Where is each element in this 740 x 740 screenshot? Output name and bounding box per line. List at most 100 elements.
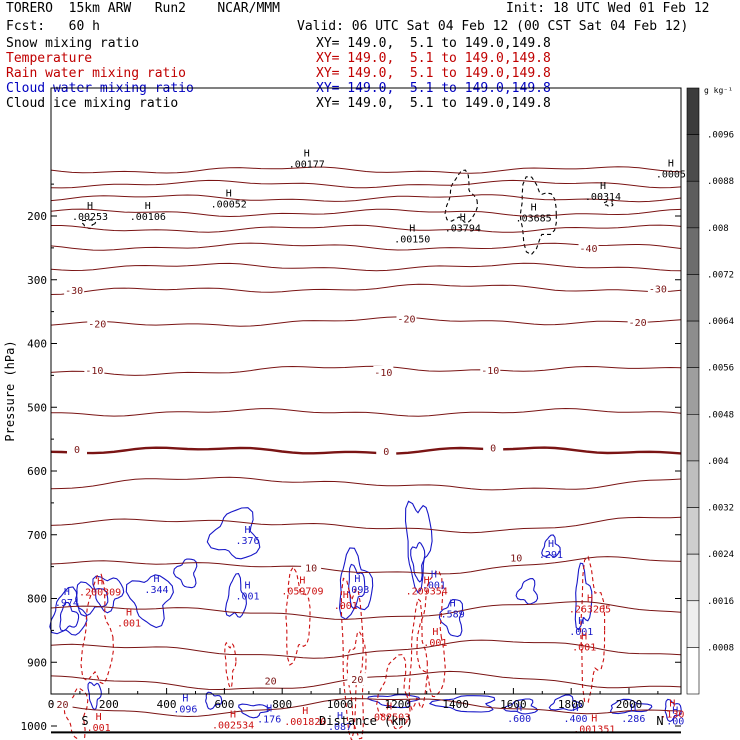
temperature-label: -30	[649, 284, 667, 295]
cloud-water-contour	[574, 562, 593, 631]
cloud-water-max-marker: H	[516, 703, 522, 714]
cloud-water-contour	[515, 578, 539, 605]
temperature-label: 20	[265, 676, 277, 687]
temperature-label-bg	[376, 444, 397, 457]
temperature-label-bg	[52, 697, 73, 710]
colorbar-tick-label: .0064	[707, 317, 734, 327]
temperature-label-bg	[67, 442, 88, 455]
isotherm	[50, 698, 682, 718]
temperature-contours	[50, 166, 682, 718]
colorbar-segment	[686, 227, 700, 275]
axes: 0 200 400 600 800 1000 1200 1400 1600 1800 2000200…	[3, 87, 682, 734]
rain-max-label: .001820	[284, 717, 326, 728]
temperature-label: 20	[351, 675, 363, 686]
rain-max-label: .001351	[573, 725, 615, 736]
temperature-label-bg	[506, 551, 527, 564]
colorbar: .0096 .0088 .008 .0072 .0064 .0056 .0048 .004 .0…	[686, 86, 734, 695]
isotherm	[50, 446, 682, 455]
y-tick-label: 700	[27, 529, 47, 542]
cloud-water-max-marker: H	[431, 570, 437, 581]
y-tick-label: 200	[27, 210, 47, 223]
field-xy-cloud-ice: XY= 149.0, 5.1 to 149.0,149.8	[316, 96, 551, 111]
colorbar-segment	[686, 600, 700, 648]
rain-max-marker: H	[299, 575, 305, 586]
temperature-label: 0	[383, 447, 389, 458]
cloud-water-max-label: .001	[569, 627, 593, 638]
rain-max-label: .001	[87, 723, 111, 734]
x-tick-label: 600	[214, 698, 234, 711]
cloud-water-max-label: .00	[666, 716, 684, 727]
rain-max-marker: H	[386, 702, 392, 713]
rain-max-marker: H	[587, 593, 593, 604]
snow-max-label: .03794	[445, 224, 481, 235]
cloud-water-max-label: .291	[539, 550, 563, 561]
snow-max-marker: H	[226, 188, 232, 199]
isotherm	[51, 407, 682, 417]
forecast-hour: Fcst: 60 h	[6, 19, 100, 34]
rain-contour	[580, 555, 606, 703]
cloud-water-max-marker: H	[153, 574, 159, 585]
cloud-water-max-label: .096	[173, 704, 197, 715]
temperature-label: -20	[629, 318, 647, 329]
field-label-cloud-ice: Cloud ice mixing ratio	[6, 96, 179, 111]
cloud-water-max-marker: H	[672, 705, 678, 716]
rain-max-label: .001	[572, 643, 596, 654]
snow-contour	[80, 219, 97, 230]
cloud-water-contour	[541, 534, 561, 558]
cloud-water-contour	[224, 572, 247, 618]
x-tick-label: 1600	[500, 698, 527, 711]
temperature-label: -20	[397, 314, 415, 325]
cloud-water-contour	[428, 695, 496, 713]
field-xy-rain: XY= 149.0, 5.1 to 149.0,149.8	[316, 66, 551, 81]
rain-contour	[416, 569, 446, 698]
field-label-rain: Rain water mixing ratio	[6, 66, 187, 81]
isotherm	[50, 262, 682, 272]
colorbar-tick-label: .0096	[707, 131, 734, 141]
isotherm	[50, 194, 682, 203]
rain-max-label: .263265	[569, 604, 611, 615]
x-tick-label: 2000	[616, 698, 643, 711]
snow-max-marker: H	[668, 158, 674, 169]
isotherm	[50, 316, 682, 327]
x-tick-label: 200	[99, 698, 119, 711]
rain-contour	[285, 565, 311, 666]
cloud-water-max-marker: H	[578, 616, 584, 627]
colorbar-tick-label: .008	[707, 224, 729, 234]
rain-max-marker: H	[343, 590, 349, 601]
isotherm	[50, 179, 682, 189]
field-label-snow: Snow mixing ratio	[6, 36, 140, 51]
colorbar-tick-label: .0072	[707, 270, 734, 280]
rain-max-label: .001	[423, 638, 447, 649]
isotherm	[50, 639, 682, 659]
cloud-water-max-marker: H	[244, 525, 250, 536]
cloud-water-max-marker: H	[573, 703, 579, 714]
valid-time: Valid: 06 UTC Sat 04 Feb 12 (00 CST Sat …	[297, 19, 689, 34]
snow-max-marker: H	[304, 148, 310, 159]
snow-max-label: .00052	[211, 199, 247, 210]
cloud-water-max-marker: H	[244, 581, 250, 592]
colorbar-segment	[686, 134, 700, 182]
y-tick-label: 400	[27, 338, 47, 351]
snow-max-marker: H	[531, 202, 537, 213]
cloud-water-contour	[503, 698, 538, 715]
isotherm	[50, 601, 682, 620]
rain-max-marker: H	[669, 698, 675, 709]
cloud-water-max-label: .001	[235, 592, 259, 603]
snow-max-label: .00253	[72, 212, 108, 223]
x-tick-label: 1200	[385, 698, 412, 711]
cloud-water-max-marker: H	[337, 711, 343, 722]
rain-max-label: .200309	[79, 588, 121, 599]
rain-max-marker: H	[432, 627, 438, 638]
colorbar-segment	[686, 647, 700, 695]
cloud-water-contour	[609, 698, 653, 715]
x-tick-label: 400	[157, 698, 177, 711]
temperature-label: -30	[65, 286, 83, 297]
colorbar-segment	[686, 320, 700, 368]
cloud-water-max-marker: H	[630, 703, 636, 714]
cloud-water-contour	[348, 563, 366, 610]
cloud-water-contour	[59, 601, 80, 632]
isotherm	[50, 283, 682, 295]
cloud-water-max-marker: H	[548, 539, 554, 550]
